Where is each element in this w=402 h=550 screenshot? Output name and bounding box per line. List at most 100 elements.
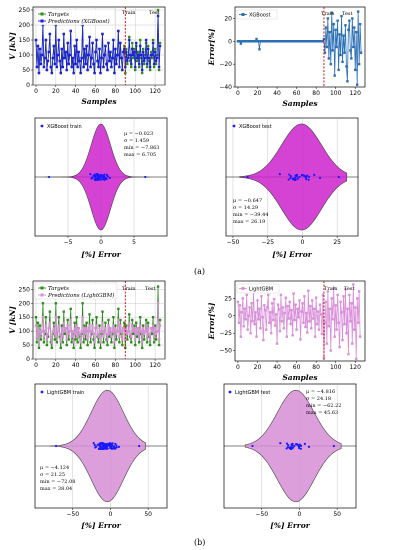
data-point [85, 321, 88, 324]
data-point [123, 47, 126, 51]
lgbm-prediction-chart: Train Test Targets Predictions (LightGBM… [8, 280, 166, 380]
stat-max: max = 38.04 [40, 486, 72, 492]
x-tick-label: 120 [349, 364, 361, 371]
xgb-prediction-chart: Train Test Targets Predictions (XGBoost)… [8, 6, 166, 106]
data-point [147, 335, 151, 338]
data-point [119, 324, 122, 327]
legend-pred-label: Predictions (LightGBM) [47, 292, 114, 299]
data-point [41, 316, 45, 319]
data-point [67, 62, 70, 66]
data-point [131, 41, 134, 45]
data-point [56, 53, 60, 57]
data-point [298, 299, 301, 302]
data-point [120, 56, 123, 60]
data-point [126, 59, 129, 63]
data-point [108, 332, 111, 336]
data-point [307, 175, 311, 178]
data-point [272, 297, 276, 301]
data-point [89, 341, 92, 344]
data-point [62, 32, 65, 36]
data-point [131, 47, 134, 51]
data-point [157, 65, 161, 69]
data-point [92, 174, 95, 177]
data-point [345, 331, 348, 335]
data-point [120, 329, 123, 333]
data-point [137, 327, 140, 330]
stat-min: min = −72.08 [40, 479, 75, 485]
data-point [134, 343, 137, 347]
data-point [134, 68, 137, 72]
data-point [324, 26, 328, 29]
data-point [153, 324, 157, 327]
data-point [129, 53, 132, 57]
data-point [111, 332, 114, 336]
data-point [152, 62, 156, 66]
data-point [315, 322, 319, 326]
data-point [103, 447, 107, 450]
data-point [335, 328, 338, 331]
data-point [348, 19, 351, 22]
test-label: Test [149, 10, 159, 16]
data-point [307, 445, 311, 448]
data-point [277, 308, 281, 311]
data-point [355, 83, 359, 86]
data-point [115, 338, 118, 341]
data-point [300, 310, 303, 313]
data-point [97, 65, 100, 69]
data-point [295, 328, 298, 331]
data-point [52, 44, 56, 48]
y-axis-label: Error[%] [207, 302, 216, 340]
data-point [102, 175, 105, 178]
data-point [45, 343, 49, 347]
data-point [271, 318, 275, 322]
data-point [133, 47, 136, 51]
data-point [72, 346, 75, 350]
data-point [83, 324, 86, 327]
legend-pred-label: Predictions (XGBoost) [47, 18, 110, 25]
data-point [111, 442, 114, 445]
data-point [127, 56, 130, 60]
x-tick-label: 0 [109, 511, 113, 518]
legend-lgbm-marker [241, 287, 245, 290]
data-point [154, 62, 158, 66]
data-point [284, 296, 288, 299]
y-tick-label: −25 [219, 330, 232, 337]
x-tick-label: 20 [52, 88, 60, 95]
data-point [86, 338, 89, 341]
data-point [248, 306, 251, 309]
data-point [327, 325, 331, 328]
data-point [137, 50, 140, 54]
data-point [274, 313, 278, 316]
stat-max: max = 6.705 [124, 152, 156, 158]
data-point [43, 332, 47, 336]
data-point [113, 71, 116, 75]
data-point [358, 22, 362, 26]
data-point [96, 332, 99, 336]
data-point [157, 338, 161, 341]
data-point [238, 40, 242, 43]
data-point [121, 68, 124, 72]
data-point [89, 335, 92, 338]
data-point [115, 444, 118, 447]
data-point [95, 173, 98, 176]
data-point [128, 321, 131, 324]
data-point [158, 41, 162, 45]
data-point [40, 329, 44, 333]
data-point [36, 327, 40, 330]
data-point [68, 329, 71, 333]
data-point [273, 324, 277, 327]
train-label: Train [324, 286, 338, 292]
legend-targets-marker [40, 286, 44, 290]
legend-xgb-label: XGBoost [249, 13, 270, 19]
data-point-min [48, 175, 51, 179]
data-point [103, 329, 106, 333]
data-point [288, 173, 291, 176]
data-point [279, 293, 283, 297]
data-point [298, 175, 301, 179]
data-point [351, 342, 354, 345]
data-point [343, 51, 346, 54]
data-point [292, 292, 295, 295]
data-point [114, 327, 117, 330]
data-point [69, 318, 72, 322]
data-point [262, 338, 265, 342]
